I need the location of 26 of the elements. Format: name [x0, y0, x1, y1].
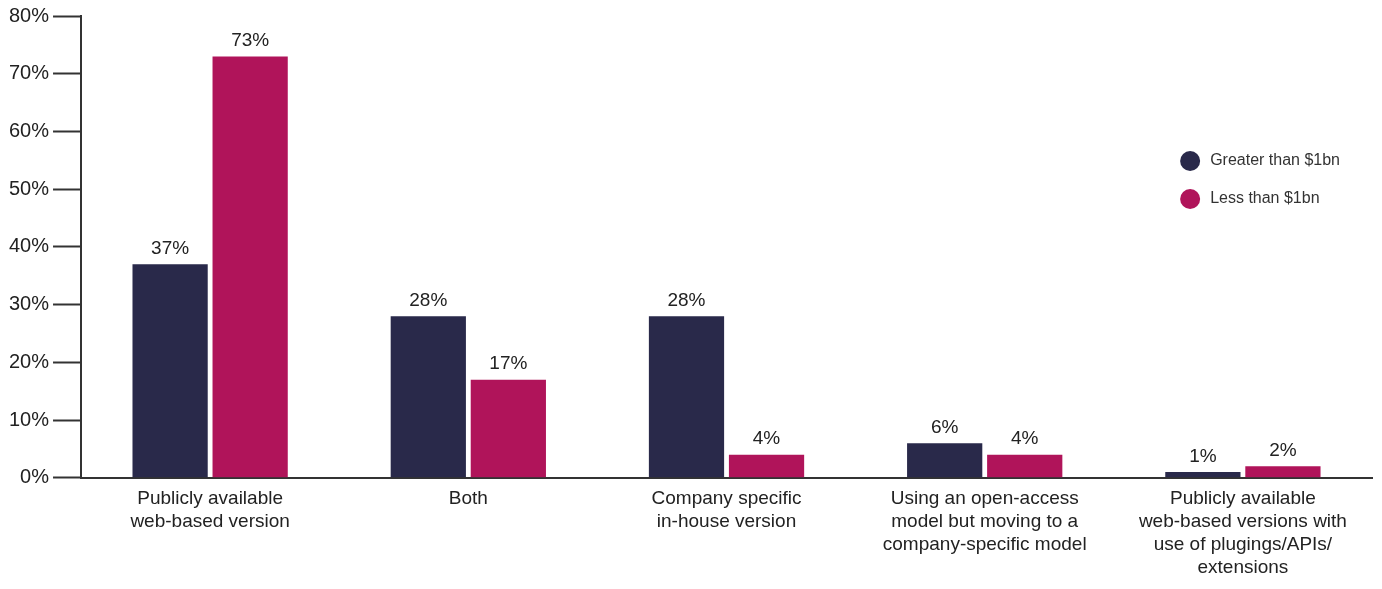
x-tick-label: Both	[448, 487, 488, 509]
y-tick-label: 0%	[20, 465, 50, 488]
data-label: 28%	[667, 288, 706, 310]
data-label: 1%	[1189, 444, 1217, 466]
data-label: 6%	[930, 415, 959, 437]
y-tick-label: 60%	[9, 118, 50, 141]
data-label: 28%	[409, 288, 448, 310]
data-label: 17%	[489, 352, 528, 374]
x-tick-label: Publicly available web-based versions with use of plugings/APIs/ extensions	[1137, 487, 1347, 577]
y-tick-label: 30%	[9, 292, 50, 315]
x-tick-label: Company specific in-house version	[651, 487, 802, 532]
x-tick-label: Using an open-access model but moving to a company-specific model	[882, 487, 1087, 555]
y-tick-label: 40%	[9, 234, 50, 257]
y-tick-label: 10%	[9, 407, 50, 430]
data-label: 37%	[151, 236, 190, 258]
legend-label: Less than $1bn	[1210, 189, 1320, 207]
data-label: 4%	[752, 427, 781, 449]
y-tick-label: 80%	[9, 3, 50, 26]
data-label: 2%	[1269, 438, 1297, 460]
data-label: 4%	[1010, 427, 1039, 449]
legend-label: Greater than $1bn	[1210, 151, 1341, 169]
data-label: 73%	[231, 29, 270, 51]
y-tick-label: 50%	[9, 176, 50, 199]
x-tick-label: Publicly available web-based version	[129, 487, 290, 532]
y-tick-label: 20%	[9, 349, 50, 372]
y-tick-label: 70%	[9, 61, 50, 84]
